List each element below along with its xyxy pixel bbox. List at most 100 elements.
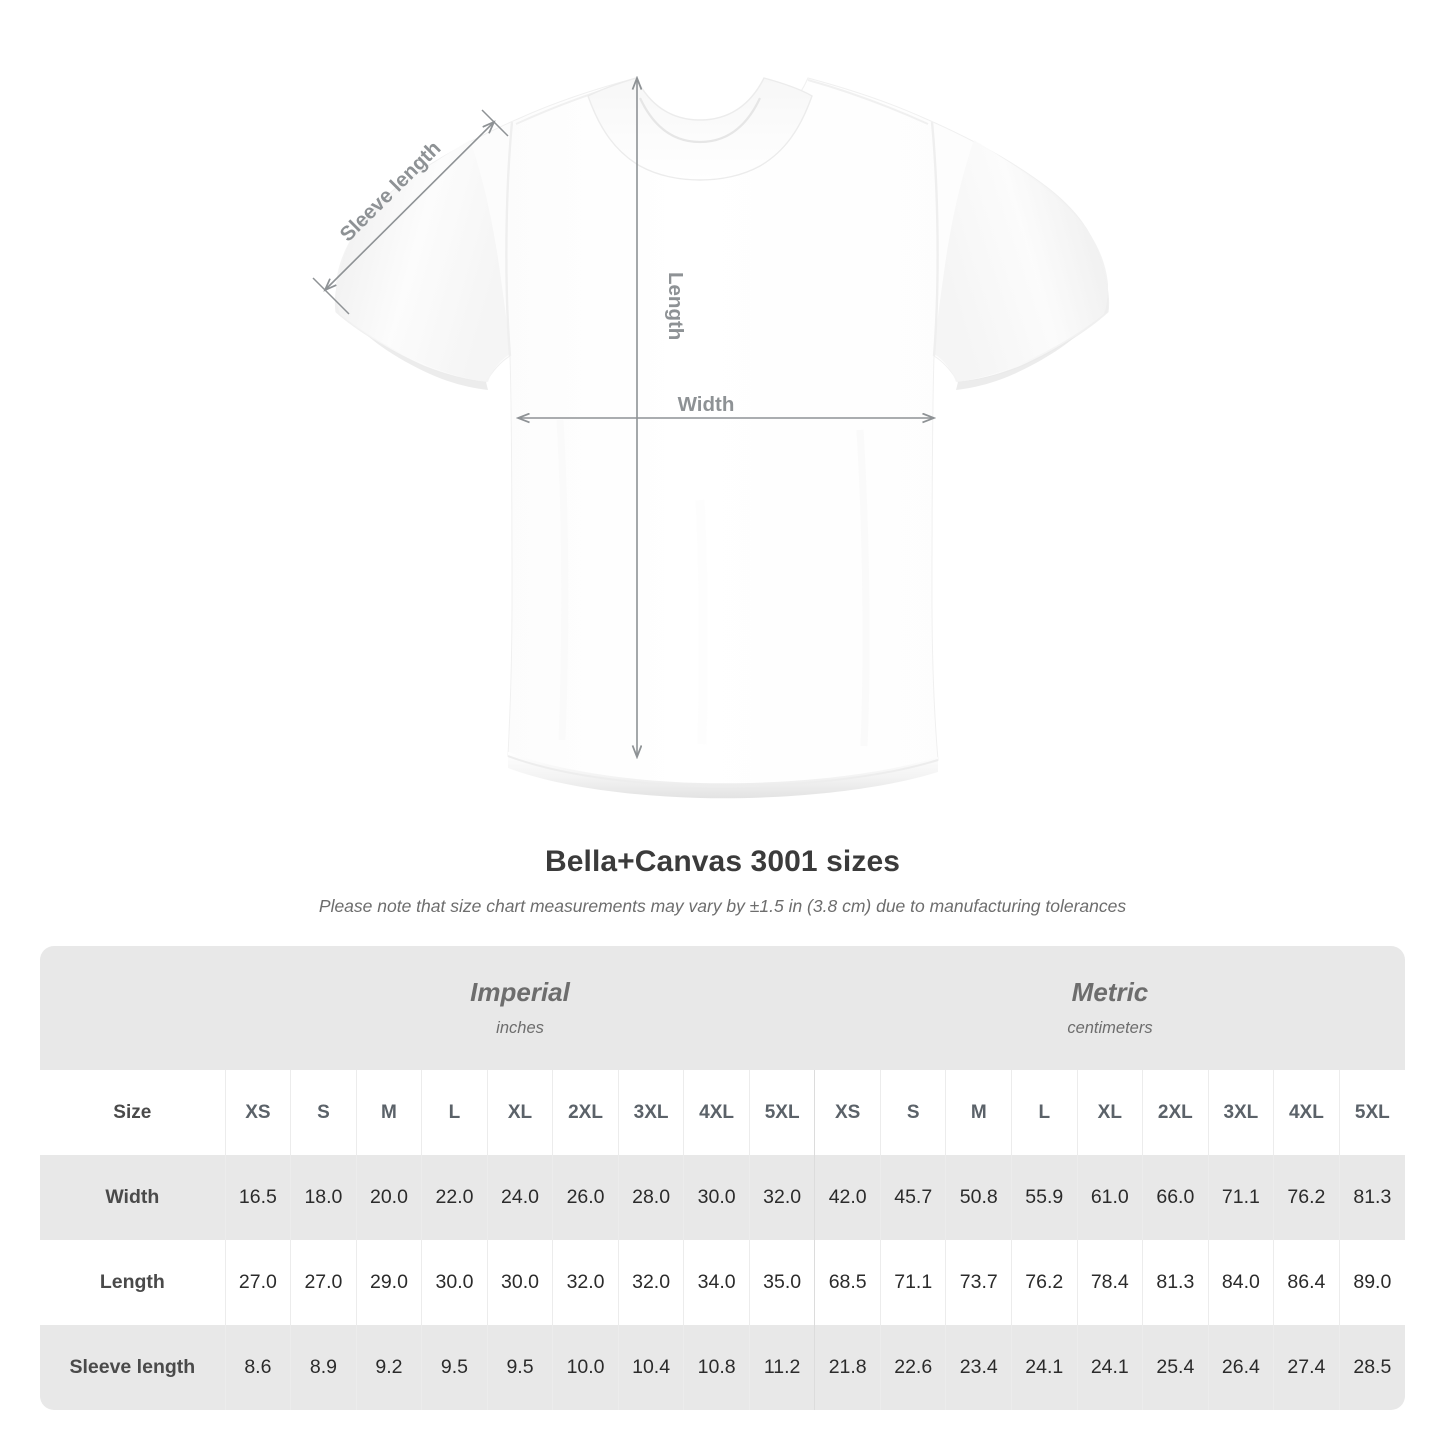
- cell-sleeve-metric-xs: 21.8: [814, 1325, 881, 1410]
- header-imperial-5xl: 5XL: [748, 1070, 815, 1155]
- cell-width-imperial-xl: 24.0: [486, 1155, 553, 1240]
- cell-sleeve-imperial-s: 8.9: [290, 1325, 357, 1410]
- header-size-label: Size: [40, 1070, 226, 1155]
- sleeve-hem-right: [956, 336, 1076, 390]
- cell-length-metric-5xl: 89.0: [1338, 1240, 1405, 1325]
- row-label-sleeve-length: Sleeve length: [40, 1325, 226, 1410]
- tshirt-collar: [587, 77, 813, 181]
- header-imperial-2xl: 2XL: [552, 1070, 619, 1155]
- row-label-width: Width: [40, 1155, 226, 1240]
- unit-band-spacer: [40, 946, 226, 1070]
- tshirt-hem: [508, 752, 938, 799]
- hem-seam: [507, 755, 939, 788]
- cell-width-imperial-m: 20.0: [355, 1155, 422, 1240]
- unit-name-imperial: Imperial: [470, 976, 570, 1007]
- size-header-row: Size XS S M L XL 2XL 3XL 4XL 5XL XS S M …: [40, 1070, 1405, 1155]
- header-imperial-3xl: 3XL: [617, 1070, 684, 1155]
- collar-inner-seam: [639, 97, 761, 144]
- size-table-container: Imperial inches Metric centimeters Size …: [40, 946, 1405, 1410]
- cell-length-metric-4xl: 86.4: [1273, 1240, 1340, 1325]
- cell-length-imperial-m: 29.0: [355, 1240, 422, 1325]
- cell-length-metric-3xl: 84.0: [1207, 1240, 1274, 1325]
- table-row-length: Length 27.0 27.0 29.0 30.0 30.0 32.0 32.…: [40, 1240, 1405, 1325]
- header-metric-m: M: [945, 1070, 1012, 1155]
- sleeve-tick-upper: [481, 109, 509, 137]
- width-measure: Width: [518, 393, 934, 418]
- cell-width-imperial-xs: 16.5: [224, 1155, 291, 1240]
- unit-sub-imperial: inches: [496, 1019, 544, 1038]
- cell-sleeve-imperial-3xl: 10.4: [617, 1325, 684, 1410]
- cell-sleeve-imperial-4xl: 10.8: [683, 1325, 750, 1410]
- cell-sleeve-metric-3xl: 26.4: [1207, 1325, 1274, 1410]
- header-imperial-4xl: 4XL: [683, 1070, 750, 1155]
- cell-width-imperial-3xl: 28.0: [617, 1155, 684, 1240]
- cell-length-metric-s: 71.1: [879, 1240, 946, 1325]
- cell-sleeve-metric-5xl: 28.5: [1338, 1325, 1405, 1410]
- cell-length-metric-xs: 68.5: [814, 1240, 881, 1325]
- cell-width-metric-s: 45.7: [879, 1155, 946, 1240]
- header-imperial-l: L: [421, 1070, 488, 1155]
- cell-length-imperial-4xl: 34.0: [683, 1240, 750, 1325]
- header-metric-xl: XL: [1076, 1070, 1143, 1155]
- table-row-width: Width 16.5 18.0 20.0 22.0 24.0 26.0 28.0…: [40, 1155, 1405, 1240]
- cell-length-imperial-xs: 27.0: [224, 1240, 291, 1325]
- header-metric-2xl: 2XL: [1142, 1070, 1209, 1155]
- armhole-seam-left: [505, 121, 514, 357]
- cell-sleeve-metric-l: 24.1: [1011, 1325, 1078, 1410]
- page-title: Bella+Canvas 3001 sizes: [544, 845, 901, 878]
- length-label: Length: [664, 272, 687, 340]
- cell-length-imperial-2xl: 32.0: [552, 1240, 619, 1325]
- cell-width-metric-m: 50.8: [945, 1155, 1012, 1240]
- cell-width-imperial-s: 18.0: [290, 1155, 357, 1240]
- header-metric-3xl: 3XL: [1207, 1070, 1274, 1155]
- tshirt-diagram: Sleeve length Length Width: [312, 0, 1110, 799]
- sleeve-tick-lower: [312, 277, 350, 315]
- tshirt-body: [334, 77, 1110, 787]
- unit-band-row: Imperial inches Metric centimeters: [40, 946, 1405, 1070]
- cell-length-imperial-xl: 30.0: [486, 1240, 553, 1325]
- cell-width-metric-4xl: 76.2: [1273, 1155, 1340, 1240]
- cell-length-imperial-s: 27.0: [290, 1240, 357, 1325]
- cell-sleeve-imperial-m: 9.2: [355, 1325, 422, 1410]
- cell-length-imperial-3xl: 32.0: [617, 1240, 684, 1325]
- cell-width-metric-2xl: 66.0: [1142, 1155, 1209, 1240]
- cell-length-metric-m: 73.7: [945, 1240, 1012, 1325]
- unit-group-imperial: Imperial inches: [225, 946, 815, 1070]
- cell-width-imperial-l: 22.0: [421, 1155, 488, 1240]
- cell-sleeve-imperial-l: 9.5: [421, 1325, 488, 1410]
- header-metric-5xl: 5XL: [1338, 1070, 1405, 1155]
- cell-sleeve-imperial-2xl: 10.0: [552, 1325, 619, 1410]
- sleeve-length-arrow: [325, 122, 494, 290]
- cell-length-imperial-5xl: 35.0: [748, 1240, 815, 1325]
- row-label-length: Length: [40, 1240, 226, 1325]
- cell-sleeve-metric-4xl: 27.4: [1273, 1325, 1340, 1410]
- size-table: Imperial inches Metric centimeters Size …: [40, 946, 1405, 1410]
- table-row-sleeve-length: Sleeve length 8.6 8.9 9.2 9.5 9.5 10.0 1…: [40, 1325, 1405, 1410]
- cell-width-imperial-2xl: 26.0: [552, 1155, 619, 1240]
- tshirt-illustration: [334, 77, 1110, 799]
- cell-width-imperial-4xl: 30.0: [683, 1155, 750, 1240]
- cell-width-metric-xs: 42.0: [814, 1155, 881, 1240]
- header-metric-l: L: [1011, 1070, 1078, 1155]
- cell-sleeve-imperial-xl: 9.5: [486, 1325, 553, 1410]
- tolerance-note: Please note that size chart measurements…: [318, 896, 1127, 916]
- cell-width-metric-3xl: 71.1: [1207, 1155, 1274, 1240]
- cell-length-metric-l: 76.2: [1011, 1240, 1078, 1325]
- cell-sleeve-metric-m: 23.4: [945, 1325, 1012, 1410]
- cell-length-metric-xl: 78.4: [1076, 1240, 1143, 1325]
- cell-width-metric-l: 55.9: [1011, 1155, 1078, 1240]
- unit-sub-metric: centimeters: [1067, 1019, 1153, 1038]
- width-label: Width: [678, 393, 735, 416]
- header-imperial-s: S: [290, 1070, 357, 1155]
- cell-length-imperial-l: 30.0: [421, 1240, 488, 1325]
- armhole-seam-right: [930, 121, 939, 357]
- sleeve-hem-left: [368, 336, 488, 390]
- header-metric-4xl: 4XL: [1273, 1070, 1340, 1155]
- unit-name-metric: Metric: [1071, 976, 1149, 1007]
- cell-sleeve-imperial-5xl: 11.2: [748, 1325, 815, 1410]
- cell-width-metric-xl: 61.0: [1076, 1155, 1143, 1240]
- cell-sleeve-metric-s: 22.6: [879, 1325, 946, 1410]
- cell-sleeve-imperial-xs: 8.6: [224, 1325, 291, 1410]
- header-imperial-xl: XL: [486, 1070, 553, 1155]
